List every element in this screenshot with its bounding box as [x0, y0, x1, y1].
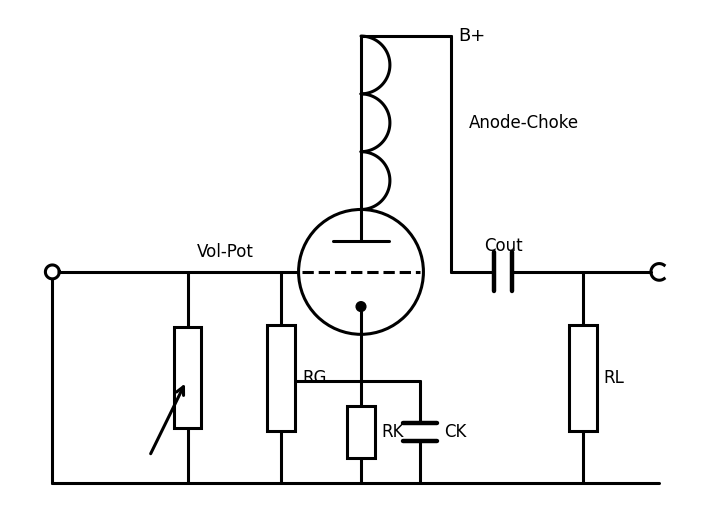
Text: Vol-Pot: Vol-Pot — [197, 244, 254, 262]
Circle shape — [356, 302, 366, 311]
Text: Anode-Choke: Anode-Choke — [469, 114, 578, 132]
Text: Cout: Cout — [484, 236, 523, 255]
Bar — [174, 327, 201, 428]
Bar — [347, 406, 375, 458]
Text: B+: B+ — [458, 27, 485, 45]
Text: RL: RL — [604, 369, 625, 386]
Circle shape — [299, 210, 423, 334]
Text: RK: RK — [382, 423, 404, 441]
Text: CK: CK — [444, 423, 466, 441]
Bar — [569, 325, 597, 430]
Text: RG: RG — [302, 369, 326, 386]
Bar — [267, 325, 295, 430]
